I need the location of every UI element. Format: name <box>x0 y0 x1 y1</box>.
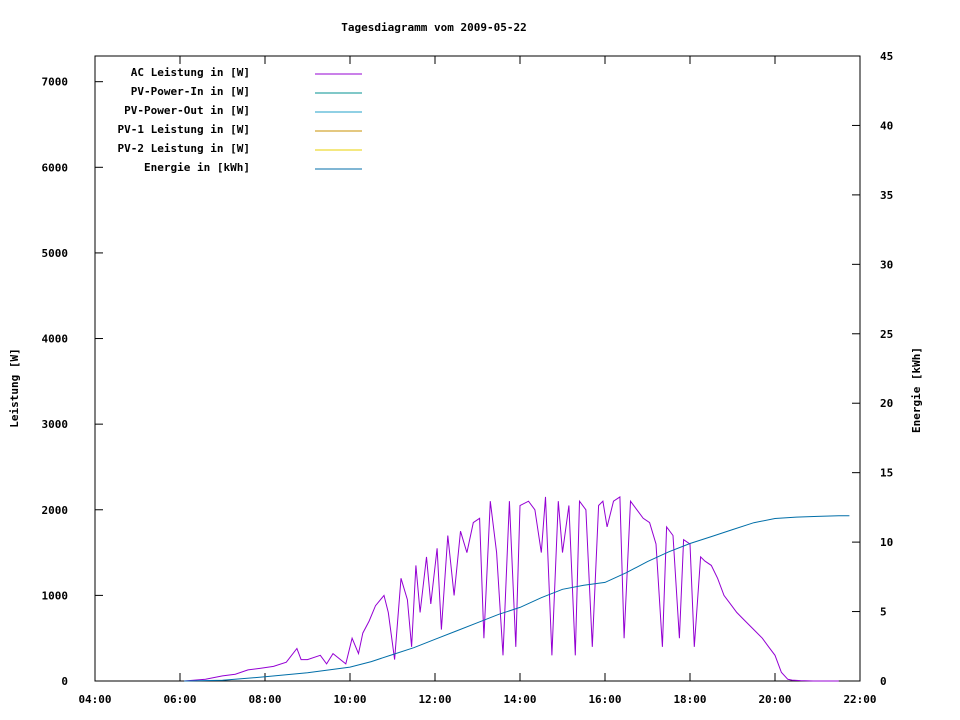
x-tick-label: 20:00 <box>758 693 791 706</box>
y-tick-label: 7000 <box>42 76 69 89</box>
x-tick-label: 22:00 <box>843 693 876 706</box>
y-axis-ticks: 0 1000 2000 3000 4000 5000 6000 7000 <box>42 76 103 688</box>
y2-tick-label: 30 <box>880 258 893 271</box>
x-tick-label: 16:00 <box>588 693 621 706</box>
y2-tick-label: 0 <box>880 675 887 688</box>
legend-label: PV-1 Leistung in [W] <box>118 123 250 136</box>
y2-tick-label: 40 <box>880 119 893 132</box>
y2-axis-label: Energie [kWh] <box>910 347 923 433</box>
series-line-0 <box>184 495 839 682</box>
x-axis-ticks: 04:00 06:00 08:00 10:00 12:00 14:00 16:00 18:00… <box>78 56 877 706</box>
x-tick-label: 14:00 <box>503 693 536 706</box>
y-tick-label: 2000 <box>42 504 69 517</box>
legend-label: PV-Power-In in [W] <box>131 85 250 98</box>
y2-tick-label: 25 <box>880 328 893 341</box>
series-line-5 <box>184 515 850 682</box>
series-lines <box>184 495 850 682</box>
chart-title: Tagesdiagramm vom 2009-05-22 <box>341 21 526 34</box>
y-tick-label: 5000 <box>42 247 69 260</box>
legend-label: PV-2 Leistung in [W] <box>118 142 250 155</box>
legend-label: PV-Power-Out in [W] <box>124 104 250 117</box>
legend-label: Energie in [kWh] <box>144 161 250 174</box>
y-tick-label: 6000 <box>42 161 69 174</box>
y-axis-label: Leistung [W] <box>8 348 21 427</box>
x-tick-label: 04:00 <box>78 693 111 706</box>
y-tick-label: 3000 <box>42 418 69 431</box>
legend-label: AC Leistung in [W] <box>131 66 250 79</box>
y2-tick-label: 35 <box>880 189 893 202</box>
y2-tick-label: 20 <box>880 397 893 410</box>
y-tick-label: 4000 <box>42 333 69 346</box>
y2-tick-label: 10 <box>880 536 893 549</box>
plot-frame <box>94 55 861 682</box>
x-tick-label: 12:00 <box>418 693 451 706</box>
y2-tick-label: 5 <box>880 606 887 619</box>
x-tick-label: 06:00 <box>163 693 196 706</box>
x-tick-label: 10:00 <box>333 693 366 706</box>
y2-axis-ticks: 0 5 10 15 20 25 30 35 40 45 <box>852 50 893 688</box>
y2-tick-label: 45 <box>880 50 893 63</box>
y-tick-label: 0 <box>61 675 68 688</box>
y-tick-label: 1000 <box>42 589 69 602</box>
x-tick-label: 18:00 <box>673 693 706 706</box>
x-tick-label: 08:00 <box>248 693 281 706</box>
legend: AC Leistung in [W] PV-Power-In in [W] PV-P… <box>118 66 362 174</box>
y2-tick-label: 15 <box>880 467 893 480</box>
